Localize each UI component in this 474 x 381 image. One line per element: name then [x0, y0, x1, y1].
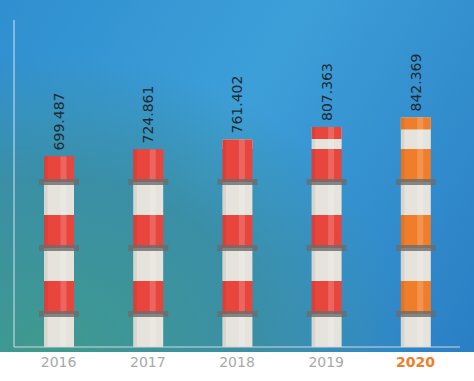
svg-text:724.861: 724.861: [140, 86, 156, 144]
svg-text:761.402: 761.402: [229, 76, 245, 134]
svg-text:2016: 2016: [41, 354, 77, 370]
svg-text:699.487: 699.487: [51, 92, 67, 150]
svg-text:2019: 2019: [308, 354, 344, 370]
svg-text:842.369: 842.369: [408, 54, 424, 112]
svg-text:2017: 2017: [130, 354, 166, 370]
svg-text:807.363: 807.363: [319, 63, 335, 121]
svg-text:2018: 2018: [219, 354, 255, 370]
svg-text:2020: 2020: [396, 354, 435, 370]
